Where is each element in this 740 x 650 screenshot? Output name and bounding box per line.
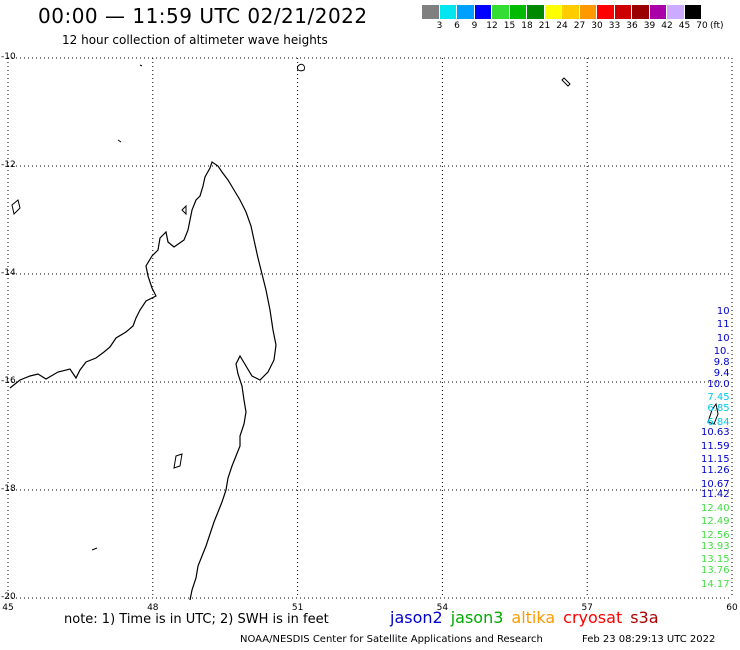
color-scale-label: 36: [626, 21, 638, 31]
color-scale-swatch: [632, 5, 650, 19]
color-scale-label: 33: [608, 21, 621, 31]
color-scale-swatch: [649, 5, 667, 19]
color-scale-swatch: [474, 5, 492, 19]
color-scale-label: 30: [591, 21, 603, 31]
wave-height-value: 12.40: [700, 502, 730, 514]
longitude-label: 48: [147, 603, 159, 613]
wave-height-value: 6.85: [707, 403, 730, 414]
latitude-label: -20: [1, 592, 16, 602]
satellite-legend-item: altika: [511, 608, 556, 627]
wave-height-value: 13.15: [700, 554, 730, 566]
color-scale-label: 27: [573, 21, 586, 31]
latitude-label: -12: [1, 160, 16, 170]
latitude-label: -16: [1, 376, 16, 386]
wave-height-value: 10.63: [700, 427, 730, 439]
wave-height-value: 13.93: [700, 540, 730, 552]
wave-height-value: 11.15: [700, 454, 730, 466]
map-title: 00:00 — 11:59 UTC 02/21/2022: [38, 4, 368, 28]
satellite-legend-item: jason2: [390, 608, 443, 627]
wave-height-value: 14.17: [700, 578, 730, 590]
wave-height-value: 10.: [713, 346, 730, 358]
wave-height-value: 10.0: [707, 378, 730, 390]
map-subtitle: 12 hour collection of altimeter wave hei…: [62, 33, 328, 47]
color-scale-swatch: [562, 5, 580, 19]
footer-timestamp: Feb 23 08:29:13 UTC 2022: [582, 634, 716, 645]
satellite-legend: jason2 jason3 altika cryosat s3a: [390, 608, 667, 627]
color-scale-label: 9: [471, 21, 478, 31]
color-scale-label: 18: [521, 21, 533, 31]
coastline-islands: [11, 63, 719, 551]
wave-height-value: 9.4: [713, 367, 730, 379]
color-scale-swatch: [684, 5, 702, 19]
latitude-label: -18: [1, 484, 16, 494]
wave-height-value: 10: [716, 305, 730, 317]
graticule: [7, 57, 733, 599]
longitude-label: 45: [2, 603, 14, 613]
wave-height-value: 9.8: [713, 357, 730, 369]
color-scale-swatch: [457, 5, 475, 19]
color-scale-swatch: [509, 5, 527, 19]
color-scale-swatch: [492, 5, 510, 19]
longitude-label: 54: [436, 603, 449, 613]
wave-height-value: 11: [716, 319, 730, 331]
coastline-madagascar: [9, 161, 277, 601]
color-scale-swatch: [667, 5, 685, 19]
color-scale-swatch: [579, 5, 597, 19]
color-scale-swatch: [527, 5, 545, 19]
latitude-label: -10: [1, 52, 16, 62]
color-scale-label: 39: [643, 21, 656, 31]
wave-height-value: 12.49: [700, 516, 730, 528]
satellite-legend-item: jason3: [450, 608, 504, 627]
wave-height-value: 10: [716, 332, 730, 344]
color-scale: [422, 5, 702, 19]
satellite-legend-item: s3a: [630, 608, 659, 627]
color-scale-swatch: [439, 5, 457, 19]
wave-height-value: 7.45: [707, 392, 730, 404]
color-scale-label: 21: [538, 21, 551, 31]
footer-credit: NOAA/NESDIS Center for Satellite Applica…: [240, 634, 543, 645]
color-scale-label: 12: [486, 21, 498, 31]
wave-height-value: 11.42: [700, 489, 730, 501]
satellite-legend-item: cryosat: [563, 608, 623, 627]
color-scale-label: 24: [556, 21, 568, 31]
wave-height-value: 13.76: [700, 565, 730, 576]
wave-height-value: 12.56: [700, 529, 730, 541]
wave-height-value: 10.67: [700, 478, 730, 490]
wave-height-value: 11.59: [700, 440, 730, 452]
color-scale-label: 42: [661, 21, 673, 31]
wave-height-value: 11.26: [700, 465, 730, 477]
color-scale-swatch: [422, 5, 440, 19]
color-scale-label: 45: [678, 21, 691, 31]
longitude-label: 57: [581, 603, 593, 613]
wave-height-value: 6.84: [707, 416, 730, 428]
color-scale-swatch: [614, 5, 632, 19]
color-scale-label: 3: [436, 21, 443, 31]
color-scale-label: 70: [696, 21, 708, 31]
color-scale-unit: (ft): [710, 21, 724, 31]
color-scale-swatch: [544, 5, 562, 19]
color-scale-label: 15: [503, 21, 516, 31]
longitude-label: 60: [726, 603, 738, 613]
color-scale-label: 6: [454, 21, 460, 31]
longitude-label: 51: [291, 603, 304, 613]
latitude-label: -14: [1, 268, 16, 278]
color-scale-swatch: [597, 5, 615, 19]
footer-note: note: 1) Time is in UTC; 2) SWH is in fe…: [64, 612, 329, 627]
